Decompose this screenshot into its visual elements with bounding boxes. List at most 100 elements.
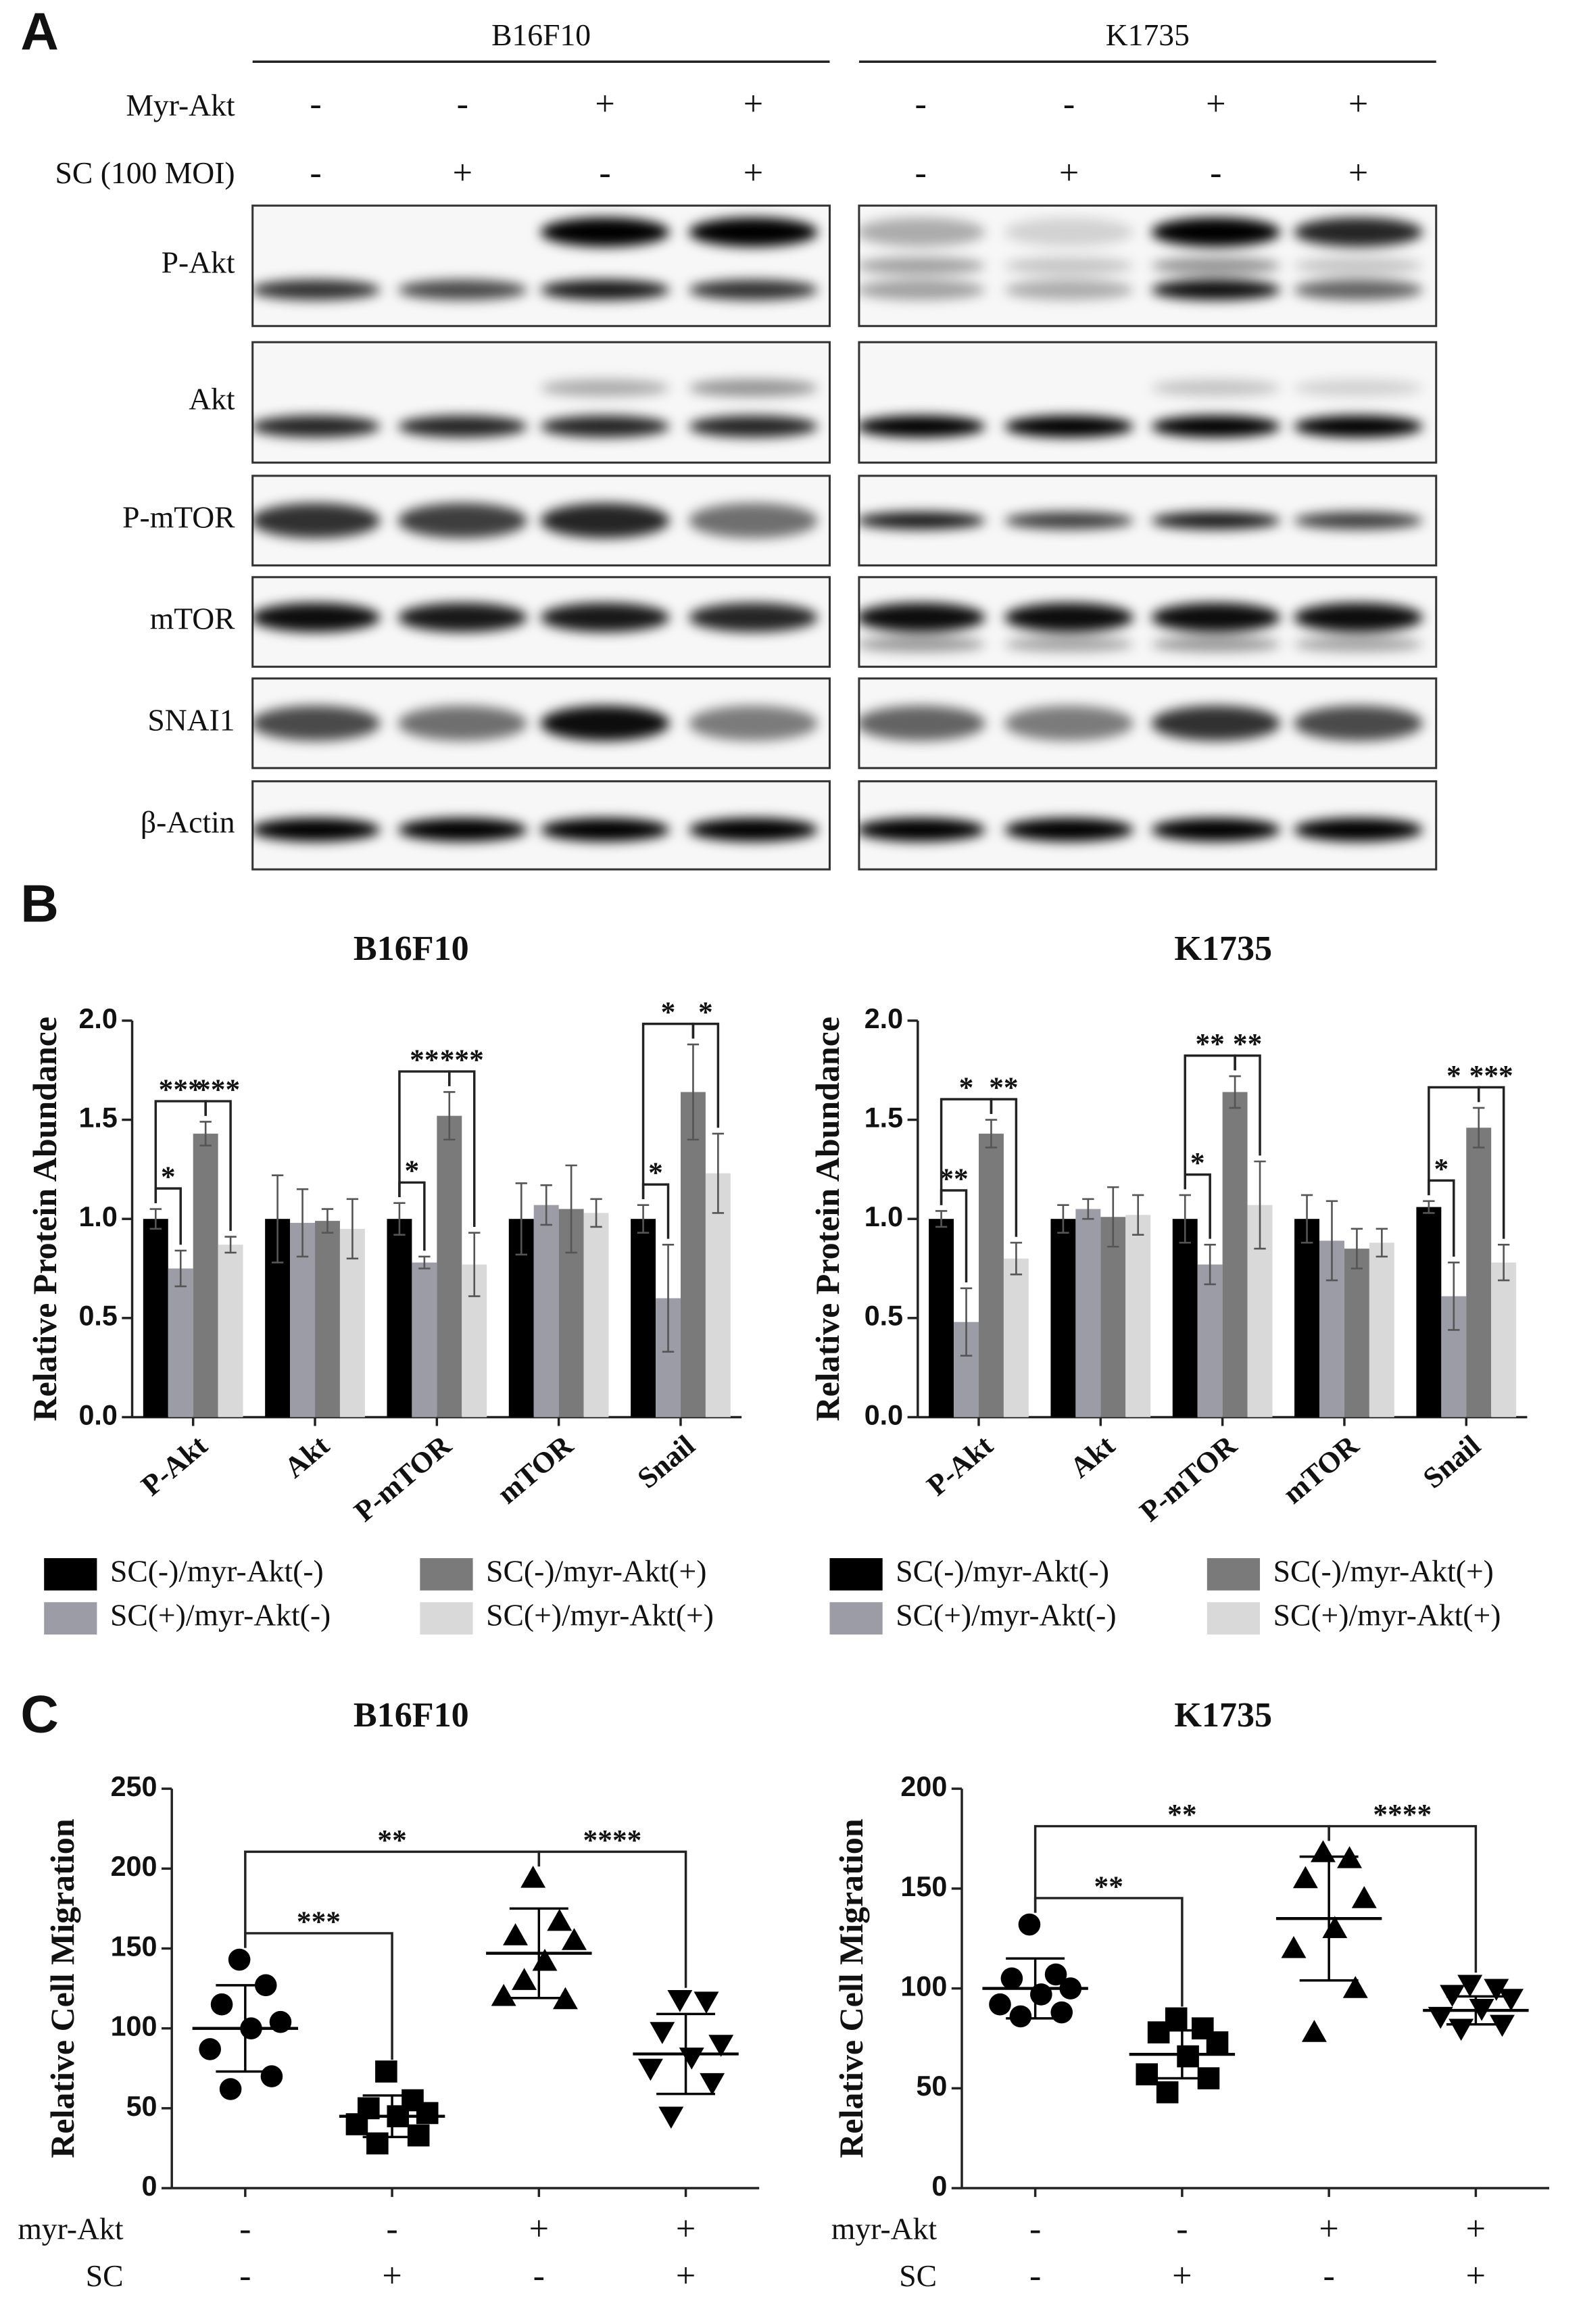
x-row-label: SC: [899, 2258, 937, 2293]
band: [397, 415, 527, 438]
bar: [1197, 1264, 1223, 1418]
significance-label: ***: [440, 1044, 484, 1076]
panel-label: A: [20, 1, 58, 61]
error-bar: [1179, 1194, 1191, 1244]
x-tick-label: Akt: [1064, 1429, 1121, 1484]
band: [1293, 602, 1423, 633]
y-axis-label: Relative Protein Abundance: [808, 1017, 846, 1422]
treatment-sign: +: [744, 85, 763, 124]
band: [688, 379, 819, 397]
chart-title: B16F10: [354, 1696, 469, 1735]
panel-label: B: [20, 873, 58, 933]
data-point: [1030, 1983, 1052, 2006]
bar: [339, 1228, 365, 1418]
treatment-sign: -: [1029, 2210, 1041, 2248]
treatment-sign: -: [1063, 85, 1075, 124]
data-point: [989, 1993, 1011, 2016]
significance-label: ***: [297, 1906, 341, 1938]
band: [540, 503, 670, 539]
data-point: [1499, 1989, 1524, 2011]
y-tick-label: 200: [111, 1851, 157, 1882]
band: [397, 818, 527, 842]
legend-swatch: [1207, 1602, 1261, 1635]
band: [1151, 415, 1281, 438]
significance-bracket: [204, 1100, 232, 1231]
data-point: [260, 2065, 283, 2087]
error-bar: [1325, 1200, 1338, 1282]
bar: [1125, 1215, 1151, 1418]
legend-swatch: [829, 1558, 883, 1591]
error-bar: [960, 1287, 973, 1357]
error-bar: [637, 1204, 650, 1234]
band: [397, 279, 527, 301]
error-bar: [443, 1091, 456, 1141]
band: [1293, 512, 1423, 530]
legend-label: SC(-)/myr-Akt(-): [110, 1553, 324, 1588]
error-bar: [1497, 1244, 1510, 1282]
band: [1004, 217, 1134, 247]
significance-bracket: [448, 1070, 476, 1228]
panel-label: C: [20, 1684, 58, 1743]
error-bar: [1423, 1200, 1435, 1214]
significance-label: **: [1167, 1798, 1196, 1831]
data-point: [693, 1991, 719, 2014]
significance-bracket: [244, 1932, 393, 2060]
treatment-sign: -: [915, 154, 927, 193]
treatment-sign: -: [239, 2257, 251, 2296]
treatment-label: SC (100 MOI): [55, 155, 235, 190]
data-point: [407, 2124, 430, 2147]
data-point: [1018, 1913, 1041, 1936]
bar: [315, 1221, 340, 1418]
bar: [1050, 1219, 1076, 1418]
data-point: [667, 1990, 693, 2012]
significance-label: *: [661, 996, 676, 1029]
band: [688, 503, 819, 539]
treatment-sign: -: [1210, 154, 1221, 193]
error-bar: [321, 1208, 334, 1234]
band: [397, 705, 527, 742]
bar: [412, 1262, 437, 1418]
band: [1293, 818, 1423, 842]
band: [688, 602, 819, 633]
data-point: [1136, 2063, 1159, 2085]
bar: [193, 1134, 218, 1418]
band: [1151, 637, 1281, 652]
y-tick-label: 0.5: [78, 1301, 117, 1332]
treatment-sign: -: [386, 2210, 397, 2248]
y-axis-label: Relative Cell Migration: [43, 1818, 81, 2158]
data-point: [219, 2078, 242, 2100]
band: [858, 257, 985, 275]
data-point: [512, 1968, 537, 1990]
band: [858, 637, 985, 652]
data-point: [199, 2038, 221, 2060]
error-bar: [935, 1210, 948, 1228]
sd-bar: [1446, 1995, 1505, 2026]
bar: [680, 1092, 706, 1418]
blot-bands: [858, 705, 1423, 742]
band: [688, 705, 819, 742]
significance-bracket: [990, 1098, 1018, 1237]
y-tick-label: 50: [126, 2091, 157, 2122]
significance-label: *: [698, 996, 713, 1029]
y-tick-label: 2.0: [864, 1003, 903, 1034]
y-tick-label: 100: [111, 2011, 157, 2042]
band: [1151, 257, 1281, 275]
legend-label: SC(+)/myr-Akt(-): [896, 1598, 1116, 1632]
chart-title: B16F10: [354, 929, 469, 968]
bar: [1075, 1209, 1101, 1418]
error-bar: [346, 1198, 359, 1260]
blot-bands: [252, 818, 819, 842]
data-point: [491, 1983, 516, 2006]
significance-bracket: [691, 1022, 720, 1128]
treatment-sign: -: [1323, 2257, 1334, 2296]
treatment-sign: +: [744, 154, 763, 193]
error-bar: [1229, 1075, 1241, 1109]
treatment-sign: -: [1176, 2210, 1188, 2248]
bar: [929, 1219, 954, 1418]
error-bar: [1082, 1198, 1094, 1220]
y-tick-label: 0: [931, 2171, 947, 2202]
error-bar: [1448, 1261, 1460, 1331]
data-point: [1428, 2006, 1453, 2029]
y-tick-label: 200: [900, 1771, 947, 1802]
data-point: [700, 2073, 725, 2096]
